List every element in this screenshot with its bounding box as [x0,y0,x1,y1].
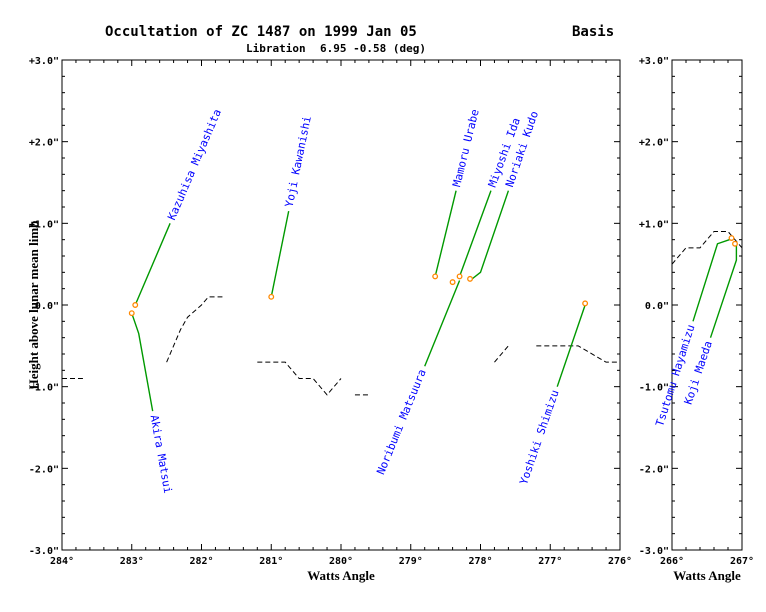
x-tick-label: 280° [329,556,353,567]
y-tick-label: -2.0" [29,464,59,475]
observer-name-label: Yoshiki Shimizu [517,388,561,486]
libration-values: 6.95 -0.58 (deg) [320,42,426,55]
event-marker [456,273,463,280]
plot-frame [61,59,621,551]
event-marker [582,300,589,307]
y-tick-label: +1.0" [639,219,669,230]
main-plot-panel: +3.0" +2.0" +1.0" 0.0" -1.0" -2.0" -3.0"284° 28… [26,56,632,583]
observer-track [134,223,171,306]
chart-title: Occultation of ZC 1487 on 1999 Jan 05 [105,24,417,40]
x-tick-label: 281° [259,556,283,567]
event-marker [432,273,439,280]
observer-track [434,190,457,277]
mode-label: Basis [572,24,614,40]
x-tick-label: 279° [399,556,423,567]
observer-track [270,210,290,297]
side-plot-panel: +3.0" +2.0" +1.0" 0.0" -1.0" -2.0" -3.0"266° 26… [639,56,754,583]
y-tick-label: +3.0" [29,56,59,67]
y-tick-label: +2.0" [29,138,59,149]
event-marker [467,275,473,282]
limb-profile-segment [536,345,620,363]
x-axis-label: Watts Angle [673,568,741,583]
y-tick-label: +2.0" [639,138,669,149]
y-tick-label: +1.0" [29,219,59,230]
observer-track [556,304,586,387]
y-tick-label: 0.0" [645,301,669,312]
y-tick-label: -1.0" [639,383,669,394]
x-tick-label: 283° [120,556,144,567]
event-marker [268,293,275,300]
x-tick-label: 282° [189,556,213,567]
y-tick-label: -3.0" [639,546,669,557]
x-tick-label: 266° [660,556,684,567]
event-marker [449,279,456,286]
observer-track [131,312,154,412]
x-tick-label: 267° [730,556,754,567]
event-marker [128,310,135,317]
observer-track [692,239,730,322]
observer-name-label: Yoji Kawanishi [283,115,314,208]
limb-profile-segment [494,345,509,363]
event-marker [732,240,738,247]
observer-name-label: Akira Matsui [147,414,174,495]
y-tick-label: +3.0" [639,56,669,67]
x-tick-label: 284° [50,556,74,567]
observer-track [424,280,461,367]
observer-name-label: Noribumi Matsuura [374,367,428,476]
observer-track [709,243,738,338]
libration-label: Libration [246,42,306,55]
x-tick-label: 276° [608,556,632,567]
observer-name-label: Mamoru Urabe [450,108,481,188]
y-axis-label: Height above lunar mean limb [26,221,41,390]
plot-frame [671,59,743,551]
limb-profile-segment [671,231,743,265]
limb-profile-segment [257,361,342,396]
x-tick-label: 277° [538,556,562,567]
observer-name-label: Kazuhisa Miyashita [165,107,224,222]
y-tick-label: 0.0" [35,301,59,312]
observer-track [469,190,510,282]
event-marker [132,302,139,308]
y-tick-label: -2.0" [639,464,669,475]
observer-track [458,190,492,277]
x-axis-label: Watts Angle [307,568,375,583]
limb-profile-segment [166,296,223,363]
y-tick-label: -3.0" [29,546,59,557]
event-marker [728,235,735,241]
x-tick-label: 278° [468,556,492,567]
y-tick-label: -1.0" [29,383,59,394]
